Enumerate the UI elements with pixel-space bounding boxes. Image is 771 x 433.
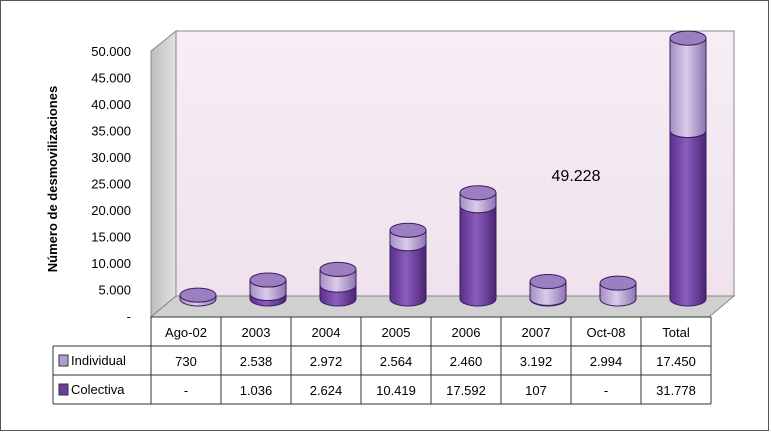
legend-label: Colectiva — [71, 382, 125, 397]
bar-Total — [669, 30, 707, 307]
bar-individual — [669, 37, 707, 139]
x-tick-label: Total — [662, 325, 690, 340]
y-tick-label: 50.000 — [91, 44, 131, 59]
bar-2004 — [319, 261, 357, 307]
y-tick-label: 45.000 — [91, 71, 131, 86]
y-tick-label: 5.000 — [98, 283, 131, 298]
data-table: Ago-02 2003 2004 2005 2006 2007 Oct-08 Total Ind… — [52, 316, 712, 405]
bar-colectiva — [459, 205, 497, 307]
x-tick-label: 2007 — [522, 325, 551, 340]
bars — [179, 30, 707, 307]
bar-colectiva — [669, 130, 707, 307]
data-label: - — [604, 383, 608, 398]
y-tick-label: 35.000 — [91, 124, 131, 139]
y-tick-label: 20.000 — [91, 203, 131, 218]
data-label: 17.592 — [446, 383, 486, 398]
back-wall — [175, 30, 735, 297]
bar-Ago-02 — [179, 287, 217, 307]
x-tick-label: Oct-08 — [586, 325, 625, 340]
total-annotation: 49.228 — [552, 168, 601, 185]
data-label: 10.419 — [376, 383, 416, 398]
y-axis-title: Número de desmovilizaciones — [45, 86, 60, 272]
side-wall — [150, 29, 177, 319]
bar-top-cap — [599, 275, 637, 291]
data-label: 2.972 — [310, 354, 343, 369]
data-label: 2.538 — [240, 354, 273, 369]
bar-2007 — [529, 274, 567, 307]
data-label: 730 — [175, 354, 197, 369]
data-label: 3.192 — [520, 354, 553, 369]
y-tick-label: 10.000 — [91, 256, 131, 271]
bar-top-cap — [669, 30, 707, 46]
data-label: 1.036 — [240, 383, 273, 398]
bar-top-cap — [529, 274, 567, 290]
y-tick-labels: - 5.000 10.000 15.000 20.000 25.000 30.000 35.0… — [91, 44, 131, 324]
bar-2005 — [389, 222, 427, 307]
data-label: 17.450 — [656, 354, 696, 369]
bar-top-cap — [249, 272, 287, 288]
data-label: 2.460 — [450, 354, 483, 369]
bar-colectiva — [389, 243, 427, 307]
data-label: 31.778 — [656, 383, 696, 398]
x-tick-label: 2003 — [242, 325, 271, 340]
bar-2003 — [249, 272, 287, 307]
bar-Oct-08 — [599, 275, 637, 307]
data-label: 2.624 — [310, 383, 343, 398]
legend-label: Individual — [71, 353, 126, 368]
y-tick-label: 40.000 — [91, 97, 131, 112]
data-label: 2.564 — [380, 354, 413, 369]
x-tick-label: 2005 — [382, 325, 411, 340]
bar-top-cap — [459, 185, 497, 201]
floor — [149, 295, 736, 318]
data-label: 107 — [525, 383, 547, 398]
bar-2006 — [459, 185, 497, 307]
bar-top-cap — [389, 222, 427, 238]
y-tick-label: 25.000 — [91, 177, 131, 192]
y-tick-label: 15.000 — [91, 230, 131, 245]
data-label: 2.994 — [590, 354, 623, 369]
y-tick-label: 30.000 — [91, 150, 131, 165]
legend-swatch-colectiva — [58, 383, 69, 396]
bar-top-cap — [179, 287, 217, 303]
legend-swatch-individual — [58, 354, 69, 367]
y-tick-label: - — [127, 309, 131, 324]
x-tick-label: 2006 — [452, 325, 481, 340]
x-tick-label: Ago-02 — [165, 325, 207, 340]
data-label: - — [184, 383, 188, 398]
x-tick-label: 2004 — [312, 325, 341, 340]
bar-top-cap — [319, 261, 357, 277]
